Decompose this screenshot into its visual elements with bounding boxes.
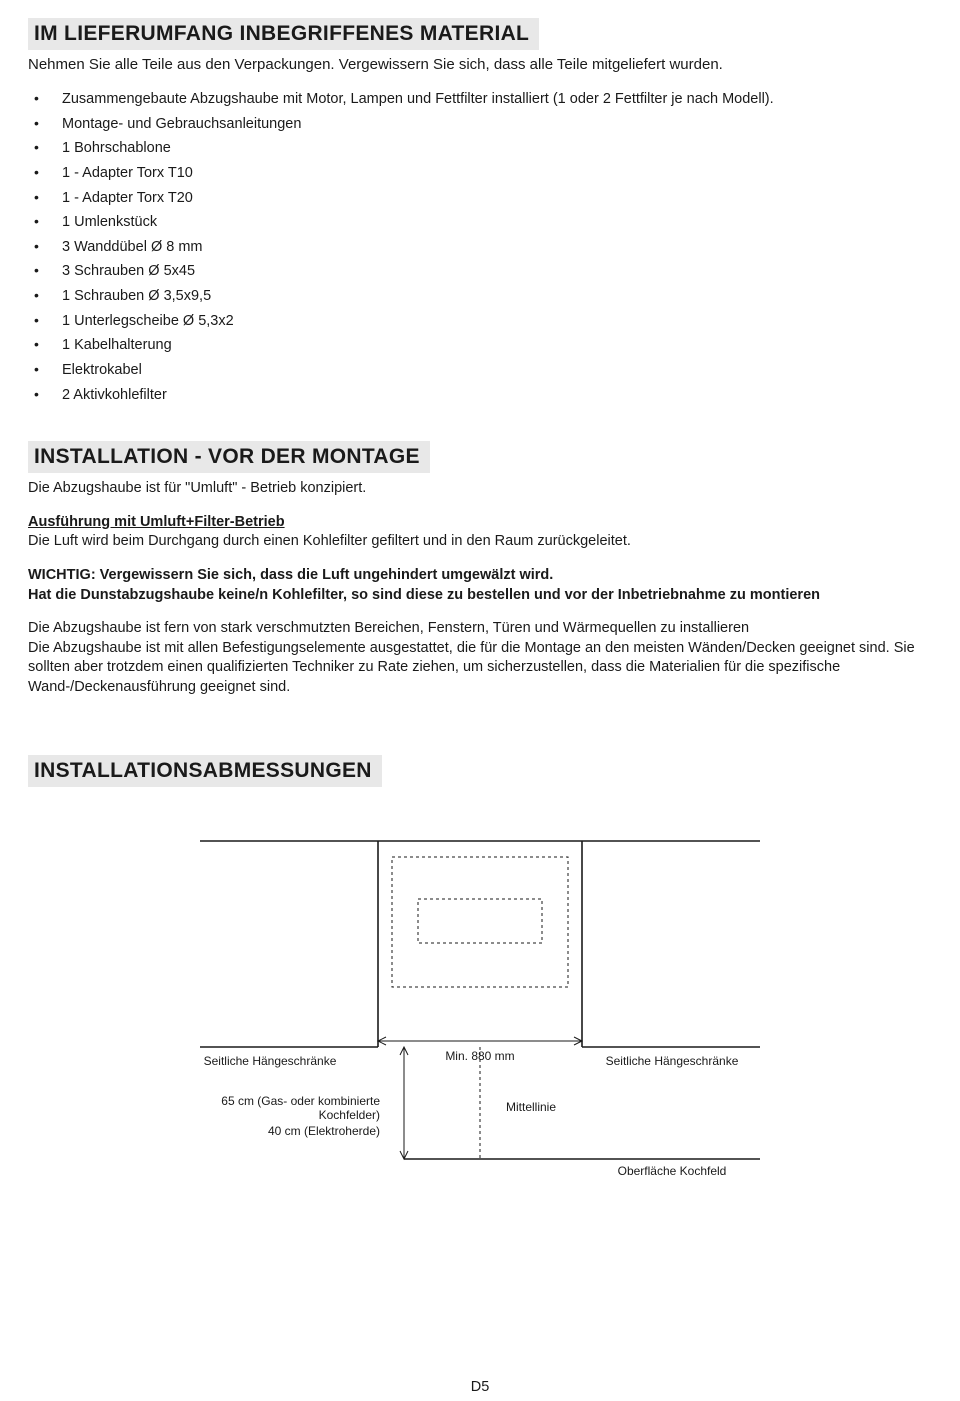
section2-title: INSTALLATION - VOR DER MONTAGE [28,441,430,473]
svg-text:65 cm (Gas- oder kombinierte: 65 cm (Gas- oder kombinierte [221,1094,380,1108]
section2-p2: Die Luft wird beim Durchgang durch einen… [28,533,631,549]
installation-dimensions-diagram: Seitliche Hängeschränke Seitliche Hänges… [160,827,800,1197]
section3-title: INSTALLATIONSABMESSUNGEN [28,755,382,787]
svg-text:Min. 880 mm: Min. 880 mm [445,1049,514,1063]
section1-bullet-item: 1 - Adapter Torx T10 [28,161,932,186]
section2-p1: Die Abzugshaube ist für "Umluft" - Betri… [28,479,932,499]
page-footer: D5 [0,1379,960,1395]
section1-bullet-item: 2 Aktivkohlefilter [28,383,932,408]
section1-bullet-item: Zusammengebaute Abzugshaube mit Motor, L… [28,87,932,112]
section1-bullet-item: 1 - Adapter Torx T20 [28,186,932,211]
section1-bullet-item: 1 Bohrschablone [28,136,932,161]
section2-subheading: Ausführung mit Umluft+Filter-Betrieb [28,514,285,530]
section2-p5: Die Abzugshaube ist mit allen Befestigun… [28,640,915,695]
svg-text:Mittellinie: Mittellinie [506,1100,556,1114]
section1-bullet-item: 1 Kabelhalterung [28,333,932,358]
svg-text:40 cm (Elektroherde): 40 cm (Elektroherde) [268,1124,380,1138]
section1-bullet-item: 1 Umlenkstück [28,210,932,235]
section1-bullet-item: 3 Schrauben Ø 5x45 [28,259,932,284]
section1-bullet-item: Montage- und Gebrauchsanleitungen [28,112,932,137]
section1-bullet-item: 1 Unterlegscheibe Ø 5,3x2 [28,309,932,334]
svg-text:Oberfläche Kochfeld: Oberfläche Kochfeld [618,1164,727,1178]
section2-p3a: WICHTIG: Vergewissern Sie sich, dass die… [28,567,553,583]
section1-bullet-list: Zusammengebaute Abzugshaube mit Motor, L… [28,87,932,407]
section1-intro: Nehmen Sie alle Teile aus den Verpackung… [28,56,932,73]
svg-text:Seitliche Hängeschränke: Seitliche Hängeschränke [204,1054,337,1068]
section1-title: IM LIEFERUMFANG INBEGRIFFENES MATERIAL [28,18,539,50]
svg-text:Kochfelder): Kochfelder) [319,1108,380,1122]
section2-p3b: Hat die Dunstabzugshaube keine/n Kohlefi… [28,587,820,603]
section1-bullet-item: 3 Wanddübel Ø 8 mm [28,235,932,260]
section1-bullet-item: 1 Schrauben Ø 3,5x9,5 [28,284,932,309]
section1-bullet-item: Elektrokabel [28,358,932,383]
section2-p4: Die Abzugshaube ist fern von stark versc… [28,620,749,636]
svg-text:Seitliche Hängeschränke: Seitliche Hängeschränke [606,1054,739,1068]
